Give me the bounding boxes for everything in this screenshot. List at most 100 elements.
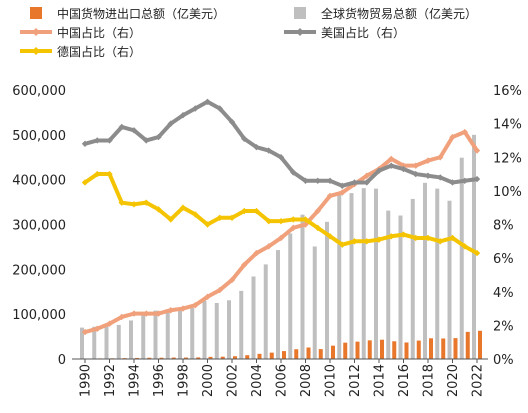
series-marker xyxy=(94,170,101,178)
series-marker xyxy=(192,105,199,112)
series-marker xyxy=(241,135,248,142)
y-right-tick-label: 6% xyxy=(493,252,514,267)
x-tick-label: 2018 xyxy=(422,364,437,397)
bar xyxy=(220,356,225,359)
series-marker xyxy=(314,207,321,215)
series-marker xyxy=(204,98,211,105)
series-marker xyxy=(81,140,89,147)
y-left-tick-label: 400,000 xyxy=(12,174,66,189)
bar xyxy=(398,215,403,359)
series-marker xyxy=(155,310,162,317)
series-marker xyxy=(339,241,346,248)
bar xyxy=(447,200,452,359)
x-tick-label: 2002 xyxy=(226,364,241,397)
bar xyxy=(104,324,109,359)
bar xyxy=(80,327,84,359)
legend-swatch-marker xyxy=(32,47,40,55)
series-marker xyxy=(204,293,211,300)
series-marker xyxy=(412,170,419,178)
series-marker xyxy=(130,127,138,134)
bar xyxy=(208,356,213,359)
series-marker xyxy=(228,214,236,221)
series-marker xyxy=(461,128,468,136)
series-marker xyxy=(253,143,260,151)
bar xyxy=(337,194,342,359)
bar xyxy=(300,214,305,359)
series-marker xyxy=(228,118,236,126)
series-marker xyxy=(216,286,223,294)
series-marker xyxy=(290,216,297,223)
x-tick-label: 1994 xyxy=(128,364,143,397)
series-marker xyxy=(277,234,285,242)
y-left-tick-label: 600,000 xyxy=(12,84,66,99)
series-marker xyxy=(253,207,260,215)
x-tick-label: 2022 xyxy=(471,364,486,397)
legend-label: 中国占比（右） xyxy=(57,25,141,40)
legend-label: 美国占比（右） xyxy=(321,25,405,40)
bar xyxy=(355,341,360,359)
x-tick-label: 2014 xyxy=(373,364,388,397)
bar xyxy=(453,338,458,359)
bar xyxy=(386,210,391,359)
bar xyxy=(318,349,323,359)
bar xyxy=(325,221,329,359)
bar xyxy=(227,300,231,359)
series-marker xyxy=(363,172,370,179)
bar xyxy=(361,188,366,359)
x-tick-label: 2006 xyxy=(275,364,290,397)
series-marker xyxy=(363,179,370,186)
series-marker xyxy=(241,261,248,269)
series-marker xyxy=(412,162,419,169)
bar xyxy=(435,188,440,359)
y-right-tick-label: 14% xyxy=(493,118,522,133)
bar xyxy=(367,340,372,359)
bar xyxy=(135,357,139,359)
y-right-tick-label: 8% xyxy=(493,219,514,234)
bar xyxy=(465,331,470,359)
series-marker xyxy=(375,236,383,243)
legend-label: 中国货物进出口总额（亿美元） xyxy=(57,6,225,21)
series-line xyxy=(83,172,479,256)
bar xyxy=(129,320,133,359)
series-marker xyxy=(290,169,297,176)
x-tick-label: 2020 xyxy=(446,364,461,397)
series-marker xyxy=(277,217,285,225)
series-line xyxy=(83,99,479,188)
series-marker xyxy=(400,162,407,169)
x-tick-label: 2008 xyxy=(299,364,314,397)
bar xyxy=(306,347,311,359)
series-marker xyxy=(277,154,285,161)
series-marker xyxy=(326,233,334,240)
y-right-tick-label: 2% xyxy=(493,319,514,334)
x-tick-label: 1996 xyxy=(152,364,167,397)
series-marker xyxy=(449,234,456,242)
series-marker xyxy=(265,217,272,225)
bar xyxy=(245,355,250,359)
series-marker xyxy=(290,224,297,232)
bar xyxy=(404,342,409,359)
y-left-tick-label: 200,000 xyxy=(12,263,66,278)
series-marker xyxy=(400,165,407,173)
y-left-tick-label: 300,000 xyxy=(12,219,66,234)
series-marker xyxy=(326,177,334,184)
series-marker xyxy=(179,305,187,312)
axes-layer: 0 100,000 200,000 300,000 400,000 500,000 600,… xyxy=(12,84,522,397)
bar xyxy=(153,310,158,359)
legend: 中国货物进出口总额（亿美元） 全球货物贸易总额（亿美元） 中国占比（右） 美国占比（右… xyxy=(20,6,477,59)
bar xyxy=(214,302,219,359)
series-marker xyxy=(204,221,211,228)
legend-label: 全球货物贸易总额（亿美元） xyxy=(321,6,477,21)
series-marker xyxy=(130,310,138,317)
series-marker xyxy=(351,238,358,245)
x-tick-label: 1992 xyxy=(103,364,118,397)
bar xyxy=(269,352,274,359)
series-marker xyxy=(375,167,383,174)
bar xyxy=(288,233,293,359)
bar xyxy=(147,357,152,359)
series-marker xyxy=(216,214,223,221)
series-marker xyxy=(326,192,334,200)
series-marker xyxy=(118,199,125,206)
series-marker xyxy=(106,137,113,144)
series-marker xyxy=(302,216,309,223)
